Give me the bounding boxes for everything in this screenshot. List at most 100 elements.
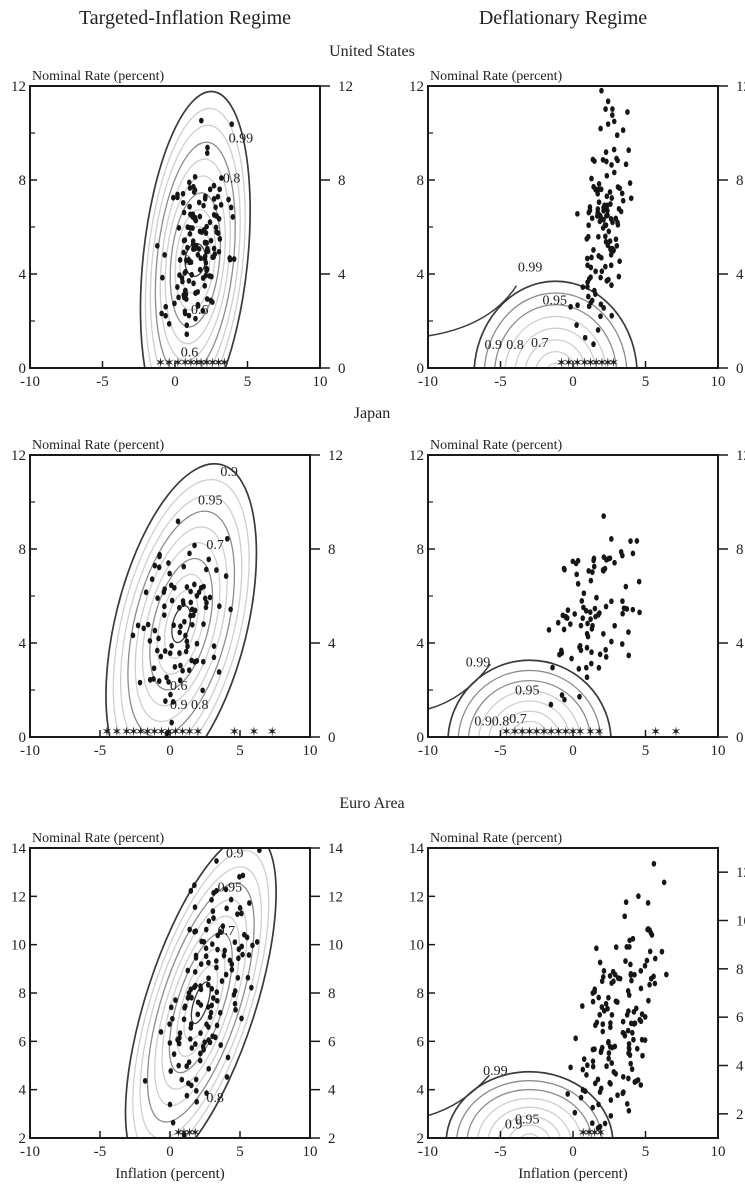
data-point [579,1003,585,1009]
data-point [609,536,614,542]
panel-2: 0.990.950.9 0.8 0.7✶✶✶✶✶✶✶✶✶-10 -5 0 5 1004812… [409,69,745,390]
contour-group [428,280,638,368]
data-point [628,195,634,202]
contour-line [174,209,217,311]
data-point [597,1011,603,1018]
data-point [598,125,603,132]
contour-line [154,899,248,1107]
data-point [193,954,199,961]
data-point [555,619,561,626]
data-point [235,911,240,918]
star-marker: ✶ [191,355,202,370]
data-point [141,625,146,632]
data-point [166,560,171,566]
data-point [218,201,224,208]
y-tick-label: 4 [19,267,27,283]
right-y-tick-label: 0 [736,730,744,746]
data-point [199,938,204,945]
data-point [652,955,658,962]
data-point [591,555,597,562]
right-y-tick-label: 12 [736,865,745,881]
data-point [215,230,221,237]
data-point [250,942,255,949]
x-tick-label: -10 [20,374,40,390]
data-point [152,627,158,634]
x-tick-label: 5 [642,743,650,759]
x-tick-label: 0 [166,1144,174,1160]
star-marker: ✶ [111,724,122,739]
data-point [562,696,567,703]
data-point [191,280,196,287]
data-point [228,896,234,903]
star-marker: ✶ [553,724,564,739]
data-point [190,211,196,218]
data-point [624,1100,630,1107]
data-point [217,236,223,242]
star-marker: ✶ [156,724,167,739]
data-point [606,1039,611,1046]
x-tick-label: 5 [236,743,244,759]
data-point [147,637,153,644]
data-point [156,678,162,684]
data-point [186,277,192,284]
data-point [162,612,167,619]
data-point [206,1065,211,1072]
data-point [199,117,204,124]
data-point [607,1079,613,1086]
data-point [170,1015,175,1022]
data-point [594,594,599,601]
star-marker: ✶ [585,724,596,739]
data-point [175,1036,180,1043]
data-point [575,210,580,217]
data-point [167,1101,173,1108]
data-point [184,296,189,303]
data-point [605,121,611,127]
data-point [197,1050,203,1057]
data-point [169,642,174,649]
data-point [228,606,233,613]
data-point [581,590,587,597]
point-group [130,518,233,737]
y-tick-label: 12 [11,889,26,905]
contour-label: 0.9 [505,1117,522,1132]
star-markers: ✶✶✶✶✶✶✶✶✶ [556,355,619,370]
data-point [603,646,608,653]
data-point [582,1088,588,1095]
data-point [228,204,234,211]
data-point [186,312,192,319]
data-point [642,1037,648,1044]
data-point [180,278,185,285]
data-point [180,598,186,604]
data-point [177,677,183,684]
star-marker: ✶ [560,724,571,739]
data-point [591,247,596,253]
data-point [610,219,615,226]
data-point [616,273,622,280]
x-tick-label: 0 [569,374,577,390]
data-point [244,934,250,941]
star-marker: ✶ [128,724,139,739]
data-point [182,237,188,244]
y-tick-label: 4 [417,636,425,652]
data-point [182,308,188,315]
data-point [181,249,186,256]
y-tick-label: 14 [11,841,27,857]
data-point [604,193,610,200]
data-point [612,1145,617,1151]
data-point [206,975,211,982]
data-point [209,1002,215,1009]
data-point [599,268,605,275]
data-point [198,961,204,968]
contour-label: 0.95 [198,493,223,508]
data-point [607,555,613,562]
x-tick-label: 0 [166,743,174,759]
y-tick-label: 10 [11,938,26,954]
data-point [647,981,652,988]
data-point [184,584,190,590]
data-point [632,971,637,978]
x-tick-label: 0 [171,374,179,390]
data-point [208,1009,214,1016]
data-point [188,888,194,894]
data-point [585,1062,590,1069]
contour-line [535,350,576,368]
